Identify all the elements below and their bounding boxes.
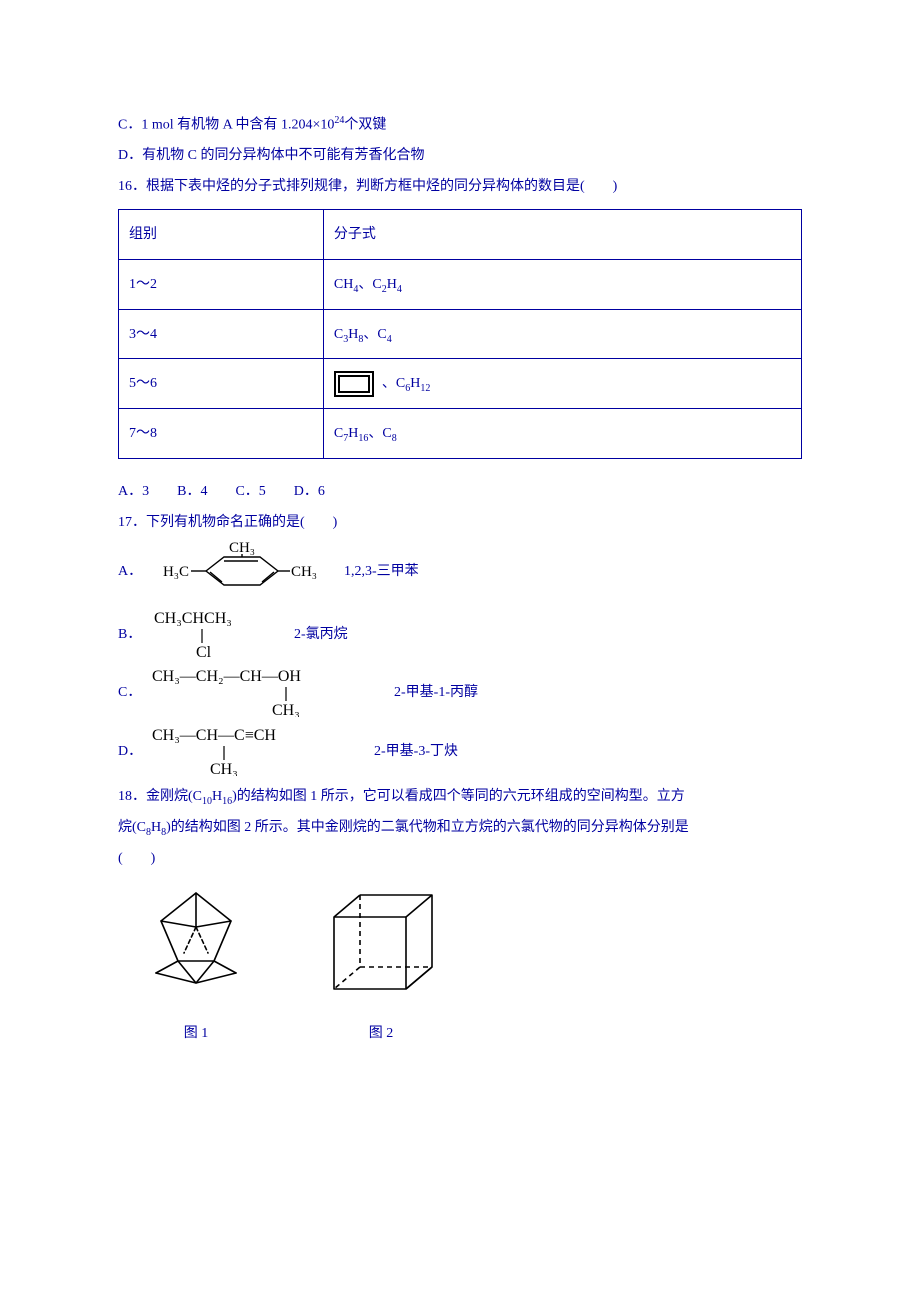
- option-name: 1,2,3-三甲苯: [344, 557, 419, 588]
- table-row: 1～2 CH4、C2H4: [119, 259, 802, 309]
- q16-options: A．3 B．4 C．5 D．6: [118, 477, 802, 508]
- box-icon: [334, 371, 374, 397]
- structure-d: CH₃—CH—C≡CH CH₃: [146, 724, 356, 780]
- q17-option-a: A． CH₃ H₃C CH₃ 1,2,3-三甲苯: [118, 541, 802, 605]
- figure-caption: 图 2: [316, 1019, 446, 1050]
- option-name: 2-氯丙烷: [294, 620, 348, 651]
- q17-option-c: C． CH₃—CH₂—CH—OH CH₃ 2-甲基-1-丙醇: [118, 665, 802, 721]
- q17-stem: 17．下列有机物命名正确的是( ): [118, 508, 802, 539]
- q18-line1: 18．金刚烷(C10H16)的结构如图 1 所示，它可以看成四个等同的六元环组成…: [118, 782, 802, 813]
- q18-figures: 图 1 图 2: [136, 883, 802, 1051]
- svg-text:CH₃: CH₃: [210, 761, 238, 776]
- structure-benzene: CH₃ H₃C CH₃: [146, 541, 326, 605]
- table-cell: C3H8、C4: [323, 309, 801, 359]
- table-header-c2: 分子式: [323, 210, 801, 260]
- ch3-right: CH₃: [291, 564, 317, 580]
- cube-icon: [316, 883, 446, 1003]
- table-cell: 5～6: [119, 359, 324, 409]
- table-cell: CH4、C2H4: [323, 259, 801, 309]
- option-c-suffix: 个双键: [344, 118, 386, 133]
- figure-2: 图 2: [316, 883, 446, 1051]
- figure-1: 图 1: [136, 883, 256, 1051]
- option-label: B．: [118, 620, 146, 651]
- option-label: D．: [118, 737, 146, 768]
- q18-line2: 烷(C8H8)的结构如图 2 所示。其中金刚烷的二氯代物和立方烷的六氯代物的同分…: [118, 813, 802, 844]
- table-cell: C7H16、C8: [323, 409, 801, 459]
- option-c-prefix: C．1 mol 有机物 A 中含有 1.204×10: [118, 118, 334, 133]
- table-header-c1: 组别: [119, 210, 324, 260]
- q16-table: 组别 分子式 1～2 CH4、C2H4 3～4 C3H8、C4 5～6 、C6H…: [118, 209, 802, 459]
- option-d: D．有机物 C 的同分异构体中不可能有芳香化合物: [118, 141, 802, 172]
- structure-c: CH₃—CH₂—CH—OH CH₃: [146, 665, 376, 721]
- q17-option-d: D． CH₃—CH—C≡CH CH₃ 2-甲基-3-丁炔: [118, 724, 802, 780]
- figure-caption: 图 1: [136, 1019, 256, 1050]
- option-name: 2-甲基-1-丙醇: [394, 678, 478, 709]
- table-cell: 、C6H12: [323, 359, 801, 409]
- page: C．1 mol 有机物 A 中含有 1.204×1024个双键 D．有机物 C …: [0, 0, 920, 1302]
- structure-b: CH₃CHCH₃ Cl: [146, 607, 276, 663]
- option-name: 2-甲基-3-丁炔: [374, 737, 458, 768]
- adamantane-icon: [136, 883, 256, 1003]
- table-cell: 1～2: [119, 259, 324, 309]
- table-row: 7～8 C7H16、C8: [119, 409, 802, 459]
- table-row: 3～4 C3H8、C4: [119, 309, 802, 359]
- option-c: C．1 mol 有机物 A 中含有 1.204×1024个双键: [118, 110, 802, 141]
- table-row: 组别 分子式: [119, 210, 802, 260]
- svg-text:CH₃—CH—C≡CH: CH₃—CH—C≡CH: [152, 727, 276, 744]
- svg-text:CH₃: CH₃: [272, 702, 300, 717]
- option-label: C．: [118, 678, 146, 709]
- h3c-left: H₃C: [163, 564, 189, 580]
- table-row: 5～6 、C6H12: [119, 359, 802, 409]
- svg-text:CH₃—CH₂—CH—OH: CH₃—CH₂—CH—OH: [152, 668, 301, 685]
- table-cell: 3～4: [119, 309, 324, 359]
- svg-text:CH₃CHCH₃: CH₃CHCH₃: [154, 610, 232, 627]
- ch3-top: CH₃: [229, 541, 255, 556]
- q16-stem: 16．根据下表中烃的分子式排列规律，判断方框中烃的同分异构体的数目是( ): [118, 172, 802, 203]
- q18-line3: ( ): [118, 844, 802, 875]
- q17-option-b: B． CH₃CHCH₃ Cl 2-氯丙烷: [118, 607, 802, 663]
- table-cell: 7～8: [119, 409, 324, 459]
- option-label: A．: [118, 557, 146, 588]
- svg-text:Cl: Cl: [196, 644, 212, 659]
- option-c-exp: 24: [334, 115, 344, 126]
